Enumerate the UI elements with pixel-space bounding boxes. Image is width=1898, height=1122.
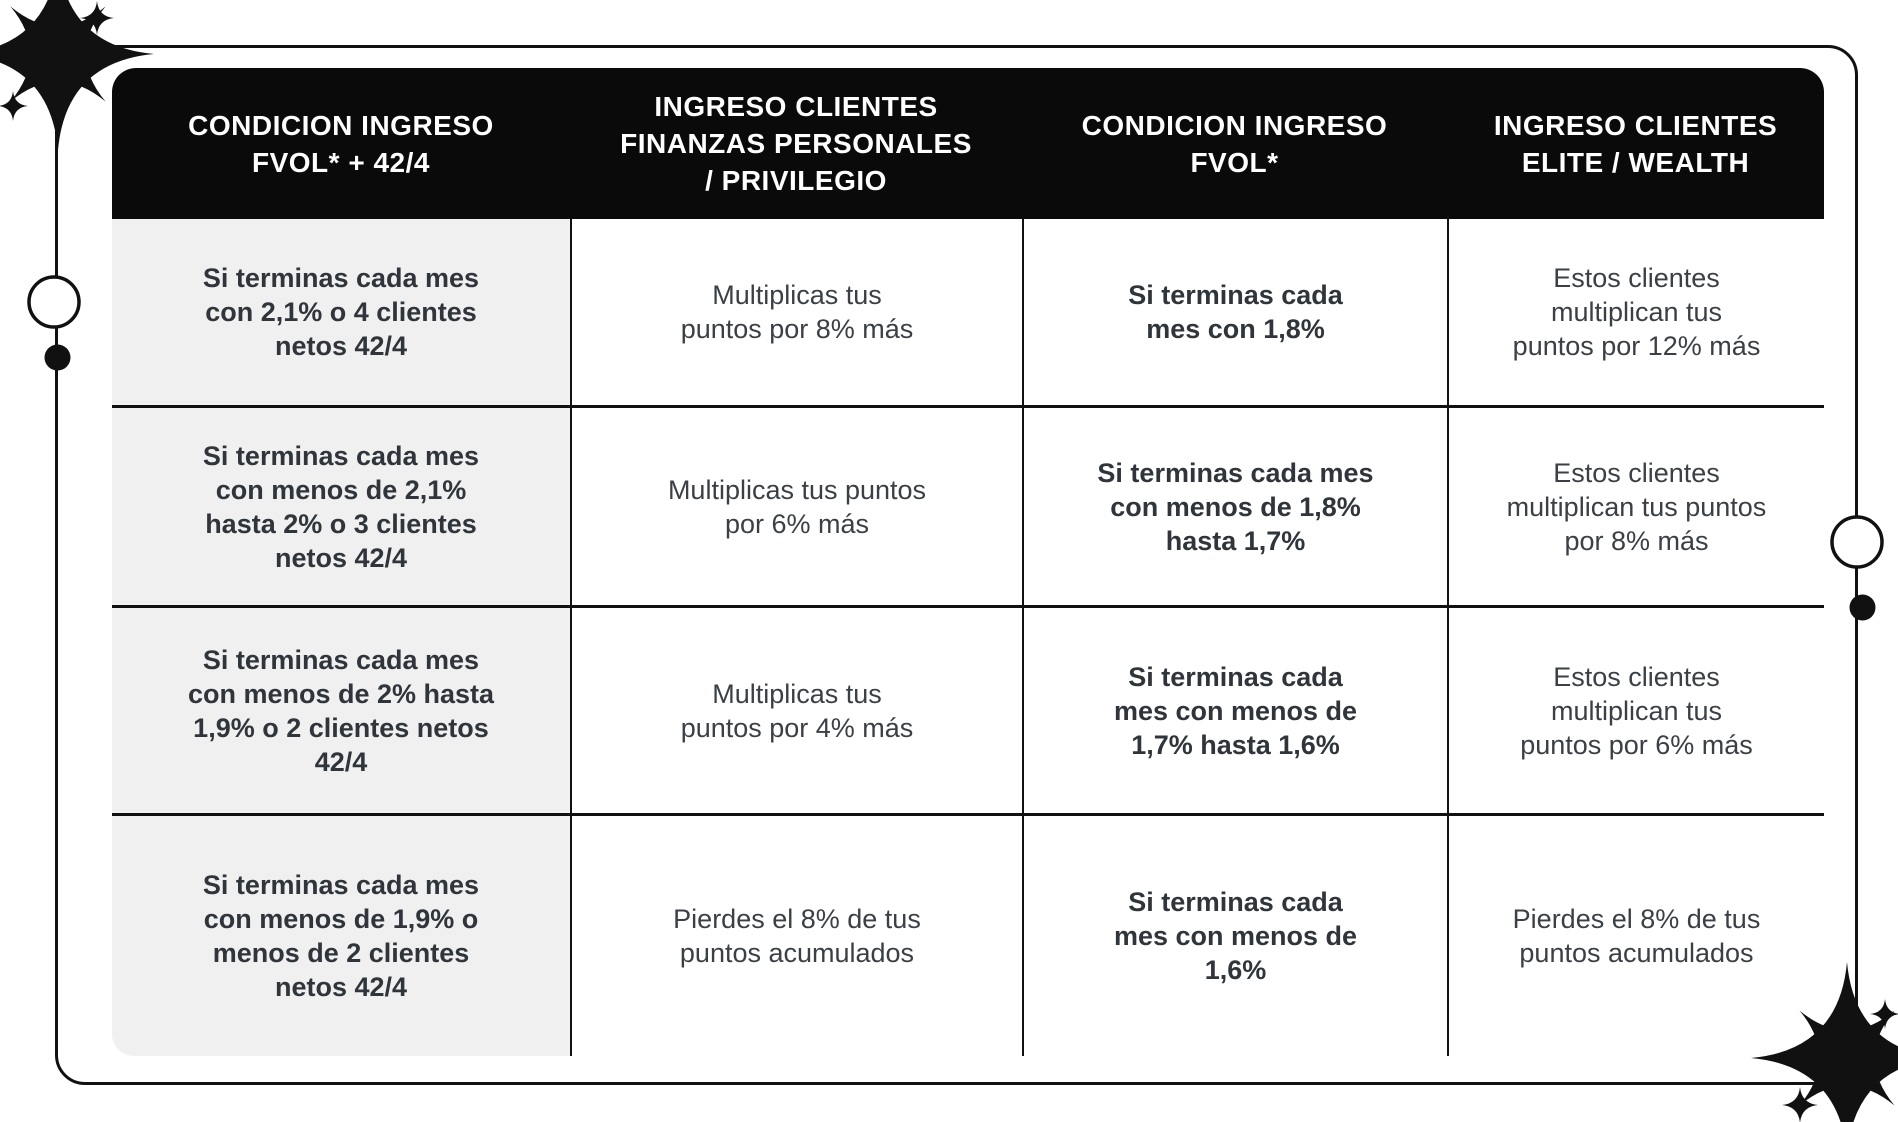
header-cell-ingreso-elite-wealth: INGRESO CLIENTES ELITE / WEALTH <box>1493 109 1778 178</box>
circle-outline-right-icon <box>1829 514 1885 570</box>
sparkle-small-left-icon <box>0 91 28 121</box>
condition-cell: Si terminas cada mes con menos de 1,7% h… <box>1022 608 1447 813</box>
condition-cell: Si terminas cada mes con 1,8% <box>1022 219 1447 405</box>
sparkle-small-top-icon <box>80 1 114 35</box>
condition-cell: Si terminas cada mes con 2,1% o 4 client… <box>112 219 570 405</box>
table-cell: Multiplicas tus puntos por 8% más <box>570 219 1022 405</box>
condition-cell: Si terminas cada mes con menos de 1,9% o… <box>112 816 570 1056</box>
table-header-row: CONDICION INGRESO FVOL* + 42/4 INGRESO C… <box>112 68 1824 219</box>
condition-cell: Si terminas cada mes con menos de 2% has… <box>112 608 570 813</box>
header-cell-condicion-fvol-42-4: CONDICION INGRESO FVOL* + 42/4 <box>188 109 494 178</box>
table-row: Si terminas cada mes con menos de 2% has… <box>112 605 1824 813</box>
sparkle-small-bottom-icon <box>1782 1087 1818 1122</box>
header-cell-ingreso-finanzas-privilegio: INGRESO CLIENTES FINANZAS PERSONALES / P… <box>620 91 972 196</box>
table-row: Si terminas cada mes con 2,1% o 4 client… <box>112 219 1824 405</box>
condition-cell: Si terminas cada mes con menos de 1,6% <box>1022 816 1447 1056</box>
dot-filled-right-icon <box>1849 594 1876 621</box>
conditions-table: CONDICION INGRESO FVOL* + 42/4 INGRESO C… <box>112 68 1824 1056</box>
circle-outline-left-icon <box>26 274 82 330</box>
table-cell: Pierdes el 8% de tus puntos acumulados <box>1447 816 1824 1056</box>
dot-filled-left-icon <box>44 344 71 371</box>
table-row: Si terminas cada mes con menos de 1,9% o… <box>112 813 1824 1056</box>
sparkle-star-bottom-right-icon <box>1751 962 1898 1122</box>
condition-cell: Si terminas cada mes con menos de 1,8% h… <box>1022 408 1447 605</box>
table-cell: Estos clientes multiplican tus puntos po… <box>1447 608 1824 813</box>
table-cell: Multiplicas tus puntos por 6% más <box>570 408 1022 605</box>
table-row: Si terminas cada mes con menos de 2,1% h… <box>112 405 1824 605</box>
header-cell-condicion-fvol: CONDICION INGRESO FVOL* <box>1081 109 1388 178</box>
condition-cell: Si terminas cada mes con menos de 2,1% h… <box>112 408 570 605</box>
table-cell: Estos clientes multiplican tus puntos po… <box>1447 408 1824 605</box>
table-cell: Pierdes el 8% de tus puntos acumulados <box>570 816 1022 1056</box>
table-cell: Estos clientes multiplican tus puntos po… <box>1447 219 1824 405</box>
sparkle-star-top-left-icon <box>0 0 154 150</box>
sparkle-small-right-icon <box>1870 999 1898 1029</box>
table-cell: Multiplicas tus puntos por 4% más <box>570 608 1022 813</box>
